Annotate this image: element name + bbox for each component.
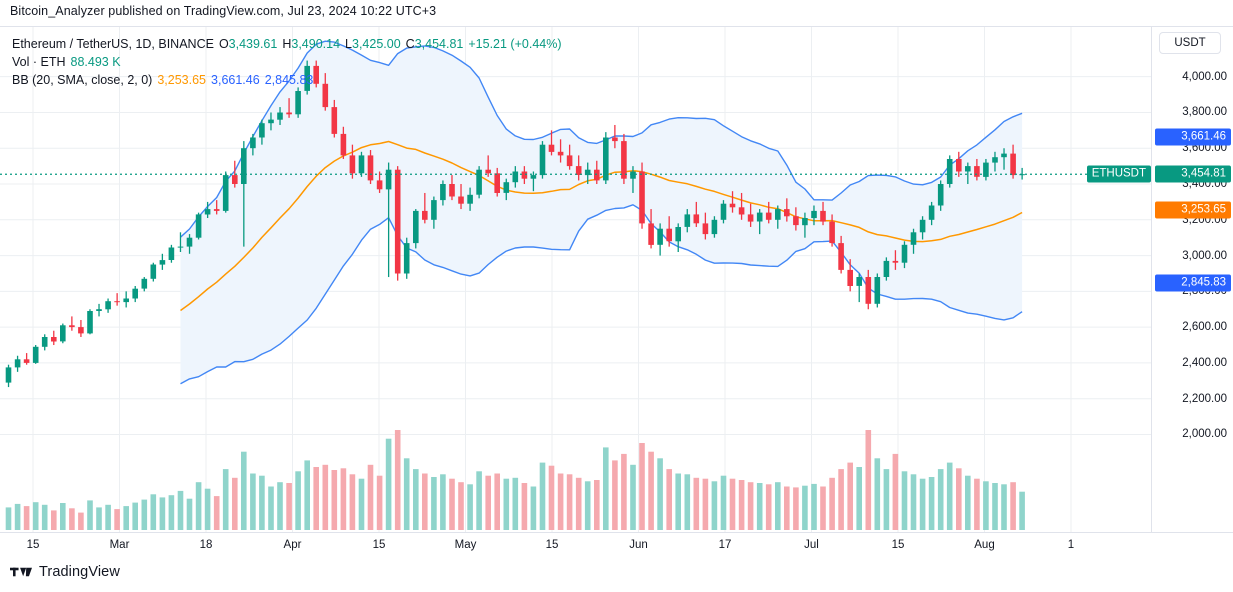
bb-upper-tag: 3,661.46: [1155, 128, 1231, 146]
tradingview-brand-text: TradingView: [39, 564, 120, 580]
time-axis-tick: 1: [1067, 539, 1075, 551]
time-axis-tick: Jun: [629, 539, 648, 551]
price-axis-tick: 2,400.00: [1182, 356, 1227, 369]
tradingview-logo-icon: [10, 565, 32, 579]
chart-pane[interactable]: Ethereum / TetherUS, 1D, BINANCE O3,439.6…: [0, 27, 1152, 532]
volume-series: [5, 430, 1025, 530]
symbol-price-tag: ETHUSDT: [1086, 165, 1151, 183]
price-axis-tick: 2,000.00: [1182, 428, 1227, 441]
attribution-text: Bitcoin_Analyzer published on TradingVie…: [10, 4, 437, 18]
time-axis-tick: 17: [718, 539, 732, 551]
candlestick-series: [5, 60, 1025, 388]
bb-basis-tag: 3,253.65: [1155, 201, 1231, 219]
chart-canvas: [0, 27, 1151, 532]
time-axis-tick: 15: [26, 539, 40, 551]
time-axis-tick: Jul: [804, 539, 819, 551]
price-axis-tick: 4,000.00: [1182, 70, 1227, 83]
time-axis-tick: 15: [545, 539, 559, 551]
time-axis-tick: 15: [372, 539, 386, 551]
time-axis-tick: Apr: [283, 539, 302, 551]
time-axis[interactable]: 15 Mar 18 Apr 15 May 15 Jun 17 Jul 15 Aug 1: [0, 532, 1233, 558]
price-axis-unit-badge[interactable]: USDT: [1159, 32, 1221, 54]
time-axis-tick: 15: [891, 539, 905, 551]
bollinger-bands: [180, 40, 1023, 385]
price-axis-tick: 3,000.00: [1182, 249, 1227, 262]
price-axis-tick: 2,200.00: [1182, 392, 1227, 405]
time-axis-tick: Mar: [109, 539, 130, 551]
price-axis-tick: 3,800.00: [1182, 106, 1227, 119]
time-axis-tick: Aug: [974, 539, 995, 551]
time-axis-tick: 18: [199, 539, 213, 551]
time-axis-tick: May: [454, 539, 477, 551]
price-axis-tick: 2,600.00: [1182, 321, 1227, 334]
footer-branding: TradingView: [10, 564, 120, 580]
bb-lower-tag: 2,845.83: [1155, 274, 1231, 292]
chart-frame: Ethereum / TetherUS, 1D, BINANCE O3,439.6…: [0, 26, 1233, 558]
last-price-tag: 3,454.81: [1155, 165, 1231, 183]
price-axis[interactable]: USDT 4,000.00 3,800.00 3,600.00 3,400.00 3,2…: [1153, 27, 1233, 557]
